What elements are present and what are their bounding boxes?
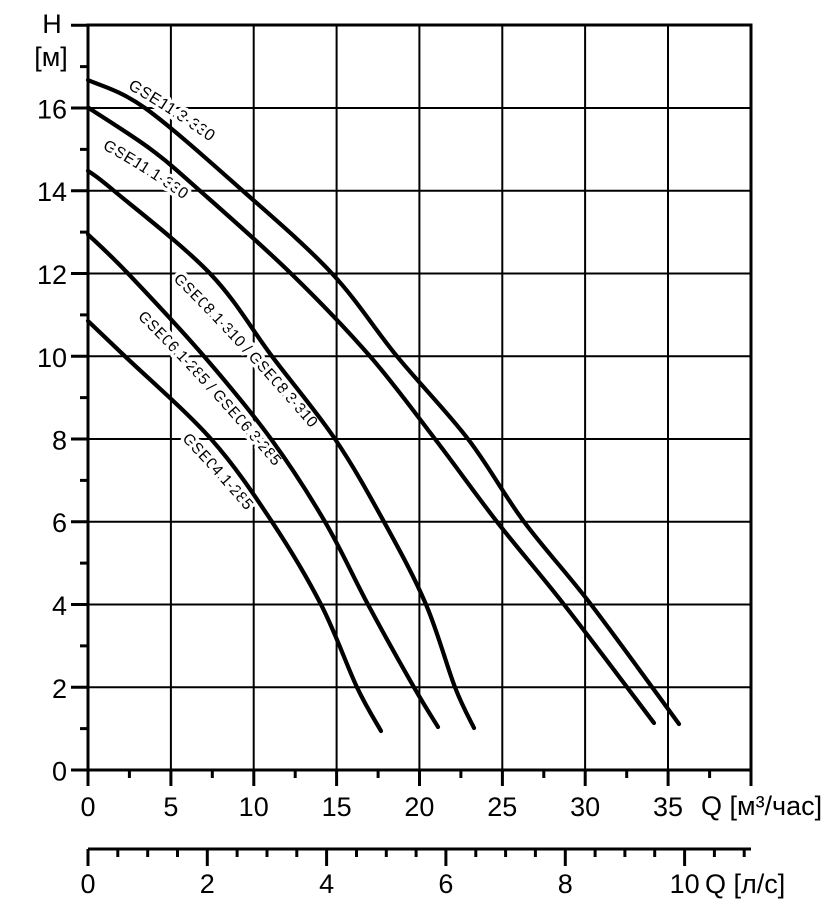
svg-text:0: 0 <box>80 792 95 822</box>
svg-text:6: 6 <box>52 508 67 538</box>
svg-text:6: 6 <box>438 869 453 899</box>
svg-text:2: 2 <box>200 869 215 899</box>
svg-text:30: 30 <box>570 792 600 822</box>
svg-text:5: 5 <box>163 792 178 822</box>
svg-text:16: 16 <box>37 95 67 125</box>
svg-text:Q [л/с]: Q [л/с] <box>705 869 785 899</box>
svg-text:35: 35 <box>653 792 683 822</box>
svg-text:10: 10 <box>37 343 67 373</box>
svg-text:H: H <box>42 9 62 39</box>
svg-text:25: 25 <box>487 792 517 822</box>
svg-text:10: 10 <box>670 869 700 899</box>
svg-text:2: 2 <box>52 674 67 704</box>
svg-text:8: 8 <box>52 426 67 456</box>
svg-text:[м]: [м] <box>34 42 68 72</box>
svg-text:10: 10 <box>239 792 269 822</box>
svg-text:4: 4 <box>52 591 67 621</box>
svg-text:14: 14 <box>37 177 67 207</box>
svg-text:4: 4 <box>319 869 334 899</box>
svg-text:0: 0 <box>80 869 95 899</box>
svg-text:20: 20 <box>404 792 434 822</box>
svg-text:12: 12 <box>37 260 67 290</box>
svg-text:8: 8 <box>558 869 573 899</box>
svg-text:15: 15 <box>322 792 352 822</box>
svg-text:0: 0 <box>52 757 67 787</box>
svg-text:Q [м³/час]: Q [м³/час] <box>701 791 822 821</box>
